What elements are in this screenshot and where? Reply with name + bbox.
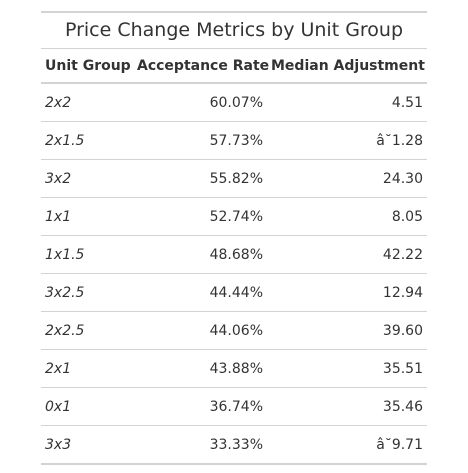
cell-unit-group: 2x1.5 <box>41 121 133 160</box>
cell-median-adjustment: â˘9.71 <box>267 425 427 465</box>
cell-unit-group: 1x1 <box>41 197 133 236</box>
cell-unit-group: 1x1.5 <box>41 235 133 274</box>
table-row: 2x2 60.07% 4.51 <box>41 83 427 122</box>
table-row: 3x2.5 44.44% 12.94 <box>41 273 427 312</box>
cell-unit-group: 3x3 <box>41 425 133 465</box>
table-row: 2x1.5 57.73% â˘1.28 <box>41 121 427 160</box>
cell-unit-group: 2x2.5 <box>41 311 133 350</box>
cell-median-adjustment: 12.94 <box>267 273 427 312</box>
table-title: Price Change Metrics by Unit Group <box>41 13 427 49</box>
cell-unit-group: 3x2 <box>41 159 133 198</box>
column-header-median-adjustment: Median Adjustment <box>267 49 427 84</box>
table-top-rule <box>41 11 427 13</box>
cell-unit-group: 0x1 <box>41 387 133 426</box>
table-row: 1x1 52.74% 8.05 <box>41 197 427 236</box>
cell-median-adjustment: 4.51 <box>267 83 427 122</box>
table-row: 2x2.5 44.06% 39.60 <box>41 311 427 350</box>
cell-acceptance-rate: 48.68% <box>133 235 267 274</box>
cell-median-adjustment: 35.51 <box>267 349 427 388</box>
table-body: 2x2 60.07% 4.51 2x1.5 57.73% â˘1.28 3x2 55.82% 2… <box>41 83 427 465</box>
cell-median-adjustment: 35.46 <box>267 387 427 426</box>
column-header-acceptance-rate: Acceptance Rate <box>133 49 269 84</box>
cell-acceptance-rate: 43.88% <box>133 349 267 388</box>
cell-unit-group: 3x2.5 <box>41 273 133 312</box>
table-row: 3x3 33.33% â˘9.71 <box>41 425 427 465</box>
table-row: 3x2 55.82% 24.30 <box>41 159 427 198</box>
table-row: 0x1 36.74% 35.46 <box>41 387 427 426</box>
cell-acceptance-rate: 60.07% <box>133 83 267 122</box>
cell-acceptance-rate: 33.33% <box>133 425 267 465</box>
cell-acceptance-rate: 44.44% <box>133 273 267 312</box>
metrics-table-container: Price Change Metrics by Unit Group Unit … <box>41 11 427 465</box>
table-row: 2x1 43.88% 35.51 <box>41 349 427 388</box>
cell-median-adjustment: â˘1.28 <box>267 121 427 160</box>
metrics-table: Unit Group Acceptance Rate Median Adjust… <box>41 49 427 465</box>
header-row: Unit Group Acceptance Rate Median Adjust… <box>41 49 427 84</box>
cell-median-adjustment: 42.22 <box>267 235 427 274</box>
table-row: 1x1.5 48.68% 42.22 <box>41 235 427 274</box>
cell-acceptance-rate: 52.74% <box>133 197 267 236</box>
cell-median-adjustment: 8.05 <box>267 197 427 236</box>
cell-acceptance-rate: 57.73% <box>133 121 267 160</box>
cell-unit-group: 2x1 <box>41 349 133 388</box>
table-header: Unit Group Acceptance Rate Median Adjust… <box>41 49 427 84</box>
cell-median-adjustment: 39.60 <box>267 311 427 350</box>
cell-unit-group: 2x2 <box>41 83 133 122</box>
cell-median-adjustment: 24.30 <box>267 159 427 198</box>
cell-acceptance-rate: 44.06% <box>133 311 267 350</box>
cell-acceptance-rate: 55.82% <box>133 159 267 198</box>
column-header-unit-group: Unit Group <box>41 49 133 84</box>
cell-acceptance-rate: 36.74% <box>133 387 267 426</box>
